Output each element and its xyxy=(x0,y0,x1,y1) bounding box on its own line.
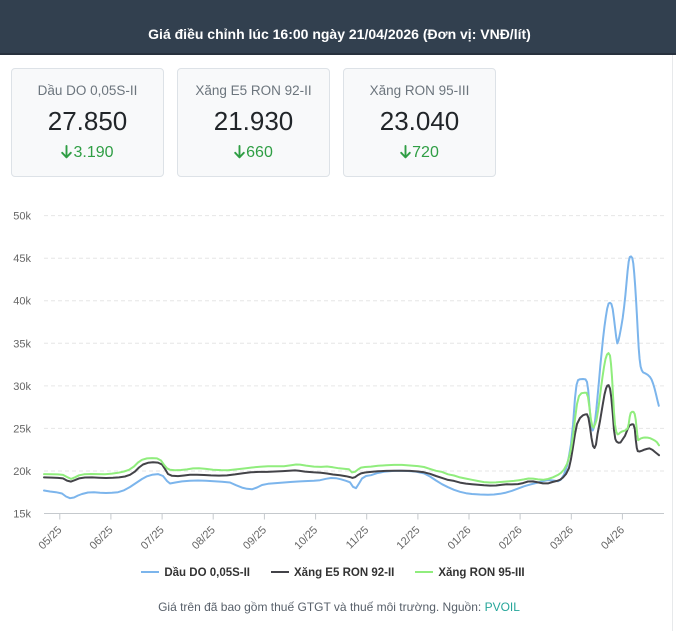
svg-text:15k: 15k xyxy=(13,509,31,521)
svg-text:06/25: 06/25 xyxy=(88,524,116,552)
svg-text:20k: 20k xyxy=(13,466,31,478)
svg-text:07/25: 07/25 xyxy=(139,524,167,552)
svg-text:45k: 45k xyxy=(13,253,31,265)
svg-text:30k: 30k xyxy=(13,381,31,393)
svg-text:35k: 35k xyxy=(13,338,31,350)
svg-text:03/26: 03/26 xyxy=(548,524,576,552)
svg-text:40k: 40k xyxy=(13,296,31,308)
svg-text:25k: 25k xyxy=(13,423,31,435)
svg-text:09/25: 09/25 xyxy=(241,524,269,552)
svg-text:50k: 50k xyxy=(13,211,31,223)
svg-text:12/25: 12/25 xyxy=(395,524,423,552)
svg-text:11/25: 11/25 xyxy=(344,524,371,551)
svg-text:01/26: 01/26 xyxy=(446,524,474,552)
svg-text:04/26: 04/26 xyxy=(599,524,627,552)
svg-text:05/25: 05/25 xyxy=(36,524,64,552)
svg-text:08/25: 08/25 xyxy=(190,524,218,552)
svg-text:02/26: 02/26 xyxy=(497,524,525,552)
svg-text:10/25: 10/25 xyxy=(292,524,320,552)
